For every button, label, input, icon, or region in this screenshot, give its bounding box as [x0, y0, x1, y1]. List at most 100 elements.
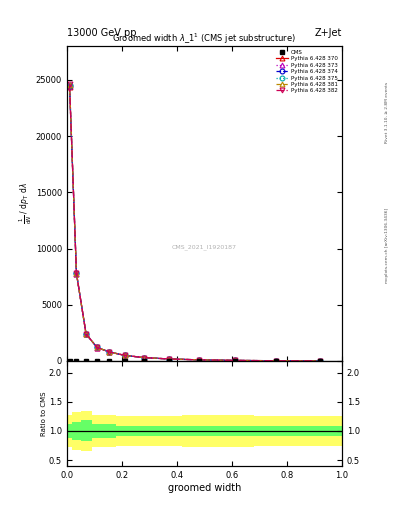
Pythia 6.428 370: [122, 352, 127, 358]
Pythia 6.428 373: [74, 270, 79, 276]
CMS: [74, 358, 79, 364]
Pythia 6.428 370: [84, 331, 88, 337]
Pythia 6.428 375: [74, 270, 79, 276]
Pythia 6.428 373: [166, 356, 171, 362]
Pythia 6.428 374: [196, 357, 201, 363]
CMS: [232, 358, 237, 364]
Pythia 6.428 381: [74, 270, 79, 276]
Pythia 6.428 373: [232, 357, 237, 364]
Pythia 6.428 375: [141, 354, 146, 360]
Pythia 6.428 373: [274, 358, 278, 364]
CMS: [166, 358, 171, 364]
Pythia 6.428 375: [95, 345, 99, 351]
Pythia 6.428 370: [67, 84, 72, 90]
Legend: CMS, Pythia 6.428 370, Pythia 6.428 373, Pythia 6.428 374, Pythia 6.428 375, Pyt: CMS, Pythia 6.428 370, Pythia 6.428 373,…: [275, 49, 339, 94]
Pythia 6.428 370: [95, 345, 99, 351]
Line: Pythia 6.428 374: Pythia 6.428 374: [67, 83, 322, 364]
Pythia 6.428 373: [141, 354, 146, 360]
Pythia 6.428 375: [67, 82, 72, 88]
Pythia 6.428 382: [274, 358, 278, 364]
Pythia 6.428 375: [166, 356, 171, 362]
Pythia 6.428 373: [84, 331, 88, 337]
Pythia 6.428 374: [74, 270, 79, 276]
CMS: [318, 358, 322, 364]
Pythia 6.428 381: [318, 358, 322, 364]
Pythia 6.428 374: [122, 352, 127, 358]
Pythia 6.428 381: [95, 345, 99, 351]
Pythia 6.428 373: [95, 345, 99, 351]
CMS: [122, 358, 127, 364]
Pythia 6.428 381: [196, 357, 201, 363]
Pythia 6.428 370: [166, 356, 171, 362]
Pythia 6.428 374: [67, 82, 72, 89]
Pythia 6.428 382: [122, 352, 127, 358]
Line: Pythia 6.428 382: Pythia 6.428 382: [67, 81, 322, 364]
Pythia 6.428 382: [166, 356, 171, 362]
Pythia 6.428 375: [318, 358, 322, 364]
Pythia 6.428 382: [84, 331, 88, 337]
Pythia 6.428 374: [318, 358, 322, 364]
Pythia 6.428 373: [107, 349, 112, 355]
Pythia 6.428 382: [95, 345, 99, 351]
CMS: [141, 358, 146, 364]
Pythia 6.428 370: [232, 357, 237, 364]
Pythia 6.428 381: [84, 331, 88, 337]
Line: Pythia 6.428 370: Pythia 6.428 370: [67, 84, 322, 364]
CMS: [274, 358, 278, 364]
Line: Pythia 6.428 373: Pythia 6.428 373: [67, 84, 322, 364]
Pythia 6.428 374: [107, 349, 112, 355]
Pythia 6.428 382: [141, 354, 146, 360]
Pythia 6.428 381: [166, 356, 171, 362]
Pythia 6.428 370: [274, 358, 278, 364]
Text: Z+Jet: Z+Jet: [314, 28, 342, 38]
Y-axis label: Ratio to CMS: Ratio to CMS: [41, 391, 48, 436]
Pythia 6.428 370: [141, 354, 146, 360]
Pythia 6.428 370: [196, 357, 201, 363]
Pythia 6.428 370: [107, 349, 112, 355]
Line: Pythia 6.428 381: Pythia 6.428 381: [67, 82, 322, 364]
Text: mcplots.cern.ch [arXiv:1306.3436]: mcplots.cern.ch [arXiv:1306.3436]: [385, 208, 389, 283]
Line: Pythia 6.428 375: Pythia 6.428 375: [67, 83, 322, 364]
Y-axis label: $\frac{1}{\mathrm{d}N}$ / $\mathrm{d}p_\mathrm{T}$ $\mathrm{d}\lambda$: $\frac{1}{\mathrm{d}N}$ / $\mathrm{d}p_\…: [18, 183, 34, 224]
Pythia 6.428 382: [196, 357, 201, 363]
Pythia 6.428 370: [318, 358, 322, 364]
Pythia 6.428 370: [74, 271, 79, 277]
Pythia 6.428 375: [196, 357, 201, 363]
Pythia 6.428 374: [274, 358, 278, 364]
X-axis label: groomed width: groomed width: [168, 482, 241, 493]
Pythia 6.428 382: [232, 357, 237, 364]
CMS: [67, 358, 72, 364]
Pythia 6.428 374: [166, 356, 171, 362]
Text: Rivet 3.1.10, ≥ 2.8M events: Rivet 3.1.10, ≥ 2.8M events: [385, 82, 389, 143]
Pythia 6.428 375: [274, 358, 278, 364]
CMS: [107, 358, 112, 364]
Pythia 6.428 382: [107, 349, 112, 355]
Pythia 6.428 375: [232, 357, 237, 364]
Pythia 6.428 375: [122, 352, 127, 358]
CMS: [84, 358, 88, 364]
Pythia 6.428 373: [122, 352, 127, 358]
Pythia 6.428 374: [95, 345, 99, 351]
Pythia 6.428 382: [318, 358, 322, 364]
Pythia 6.428 381: [232, 357, 237, 364]
Pythia 6.428 382: [67, 81, 72, 87]
Pythia 6.428 381: [274, 358, 278, 364]
Pythia 6.428 381: [107, 349, 112, 355]
Pythia 6.428 382: [74, 270, 79, 276]
Title: Groomed width $\lambda\_1^1$ (CMS jet substructure): Groomed width $\lambda\_1^1$ (CMS jet su…: [112, 32, 296, 46]
Pythia 6.428 373: [67, 83, 72, 89]
Pythia 6.428 381: [141, 354, 146, 360]
CMS: [196, 358, 201, 364]
Pythia 6.428 381: [67, 81, 72, 88]
Pythia 6.428 381: [122, 352, 127, 358]
Pythia 6.428 374: [232, 357, 237, 364]
Pythia 6.428 374: [141, 354, 146, 360]
Pythia 6.428 373: [196, 357, 201, 363]
Text: 13000 GeV pp: 13000 GeV pp: [67, 28, 136, 38]
Pythia 6.428 375: [107, 349, 112, 355]
Text: CMS_2021_I1920187: CMS_2021_I1920187: [172, 245, 237, 250]
Line: CMS: CMS: [67, 358, 322, 364]
CMS: [95, 358, 99, 364]
Pythia 6.428 374: [84, 331, 88, 337]
Pythia 6.428 373: [318, 358, 322, 364]
